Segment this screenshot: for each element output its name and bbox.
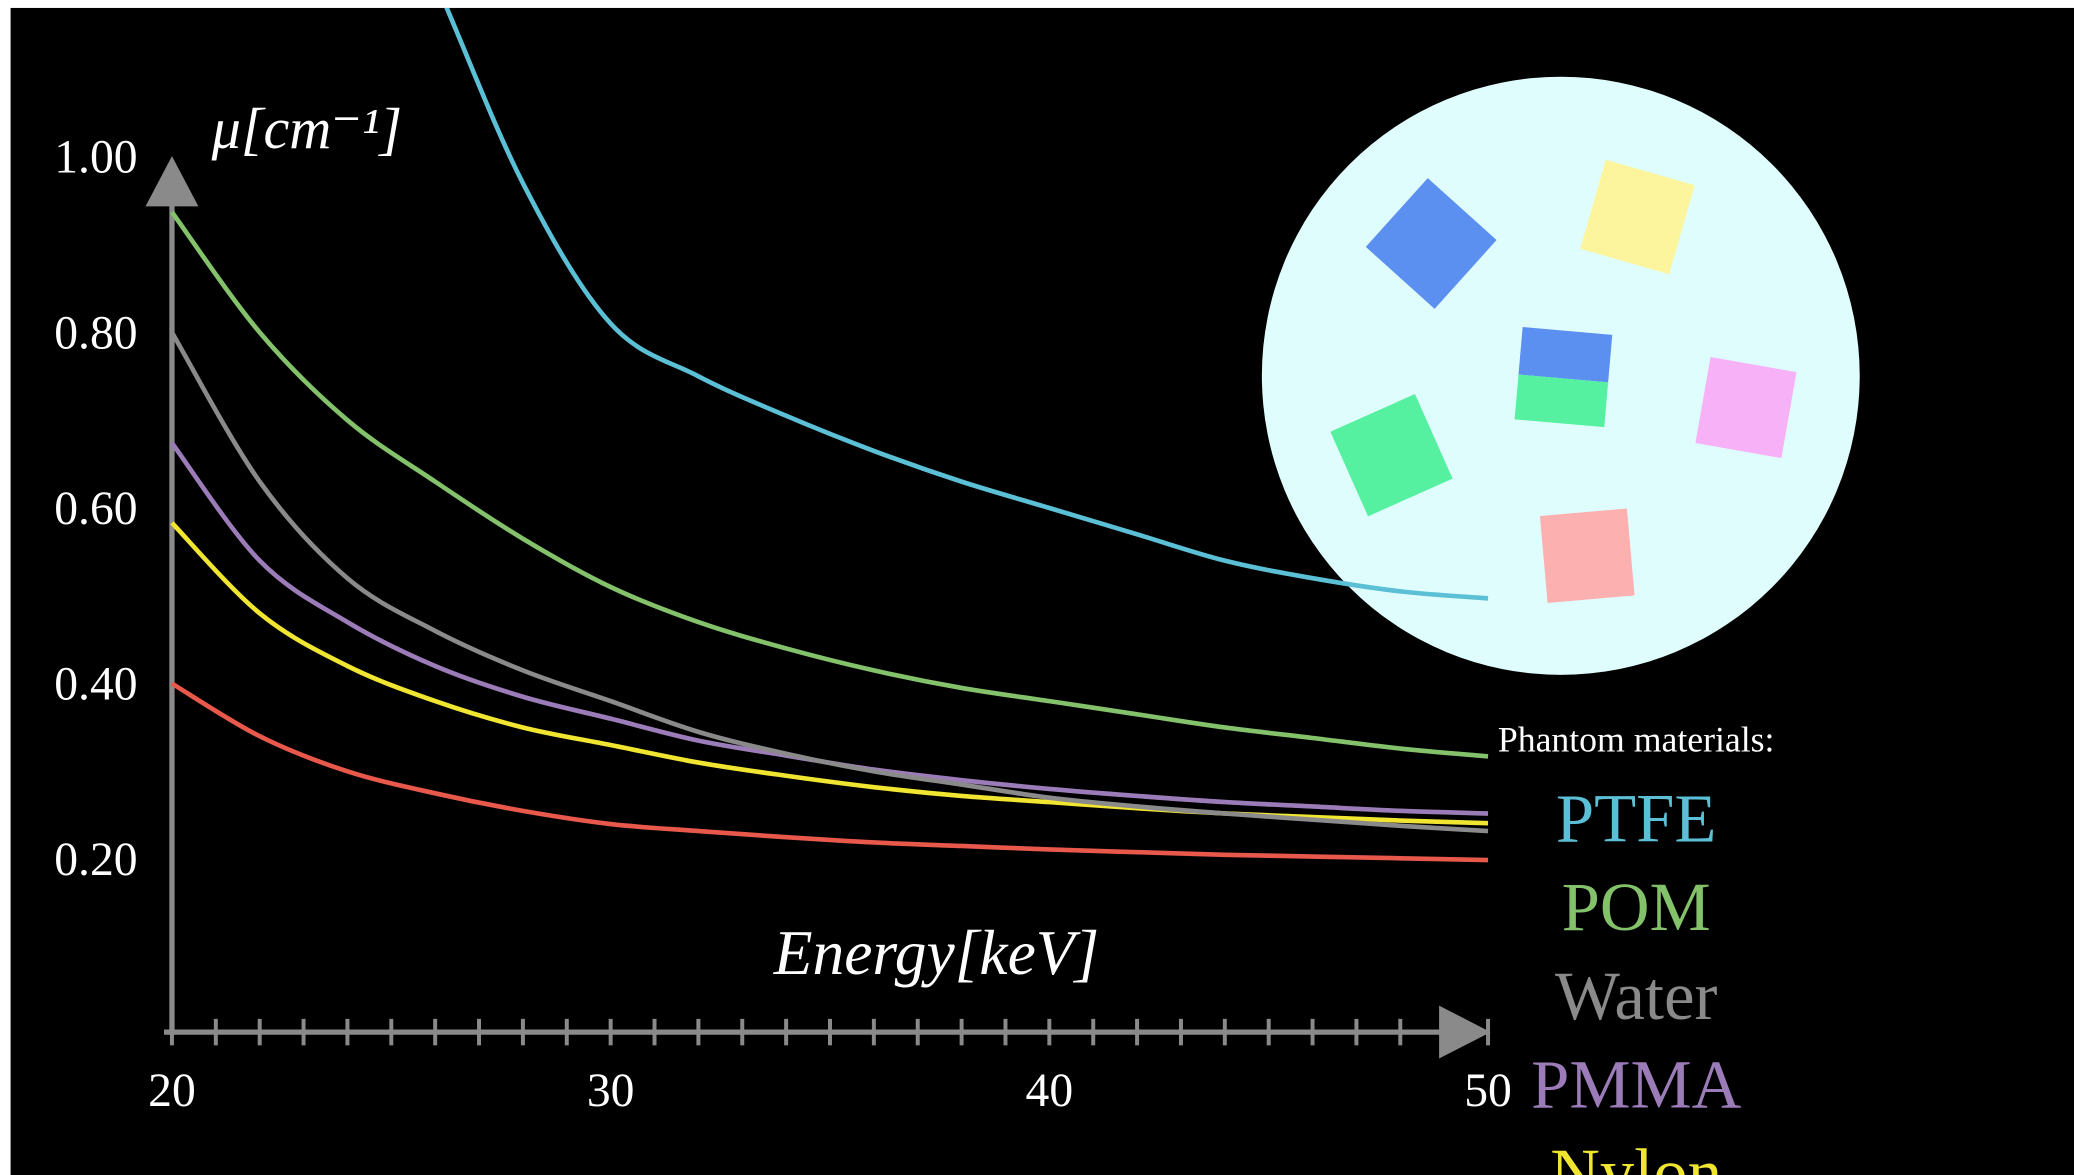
x-tick-label: 40 (1026, 1065, 1074, 1117)
insert (1695, 357, 1796, 458)
y-tick-label: 0.40 (54, 658, 137, 710)
legend-entry: Water (1555, 958, 1718, 1034)
legend-entry: POM (1562, 869, 1711, 945)
y-axis-label: μ[cm⁻¹] (211, 96, 402, 161)
x-tick-label: 50 (1464, 1065, 1512, 1117)
x-tick-label: 20 (148, 1065, 196, 1117)
y-tick-label: 0.80 (54, 307, 137, 359)
x-axis-label: Energy[keV] (773, 917, 1100, 988)
legend-title: Phantom materials: (1498, 720, 1775, 760)
insert (1515, 327, 1613, 427)
y-tick-label: 0.20 (54, 834, 137, 886)
y-tick-label: 0.60 (54, 483, 137, 535)
legend-entry: Nylon (1550, 1135, 1722, 1175)
y-tick-label: 1.00 (54, 132, 137, 184)
insert (1540, 508, 1635, 603)
chart: μ[cm⁻¹] Energy[keV] Phantom materials: 0… (0, 0, 2074, 1175)
legend-entry: PMMA (1531, 1047, 1742, 1123)
x-tick-label: 30 (587, 1065, 635, 1117)
page: {"chart_data": {"type": "line", "ylabel"… (0, 0, 2074, 1175)
legend-entry: PTFE (1556, 781, 1717, 857)
